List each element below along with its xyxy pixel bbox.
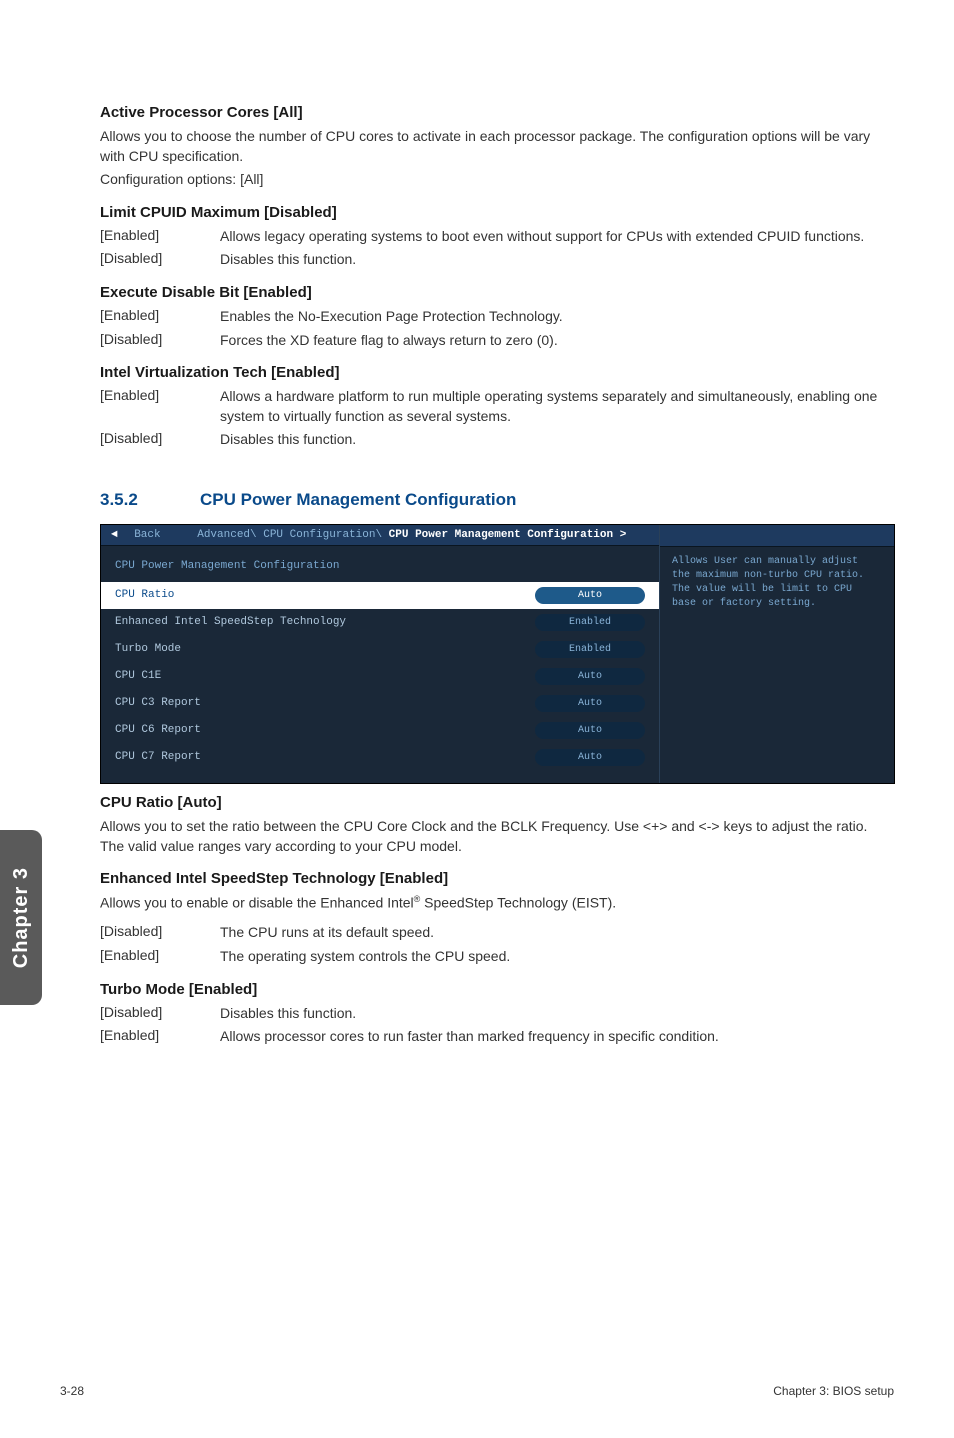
chapter-side-tab: Chapter 3 — [0, 830, 42, 1005]
bios-setting-row[interactable]: CPU C6 ReportAuto — [101, 717, 659, 744]
bios-setting-value[interactable]: Auto — [535, 722, 645, 739]
def-row: [Enabled] Allows processor cores to run … — [100, 1027, 894, 1047]
def-desc: Disables this function. — [220, 250, 894, 270]
footer-chapter-title: Chapter 3: BIOS setup — [773, 1384, 894, 1398]
bios-setting-value[interactable]: Auto — [535, 587, 645, 604]
def-desc: Allows processor cores to run faster tha… — [220, 1027, 894, 1047]
def-term: [Enabled] — [100, 307, 220, 327]
heading-cpu-ratio: CPU Ratio [Auto] — [100, 794, 894, 811]
bios-body: CPU Power Management Configuration CPU R… — [101, 546, 659, 783]
bios-setting-label: Turbo Mode — [115, 643, 535, 655]
bios-setting-label: CPU C1E — [115, 670, 535, 682]
bios-breadcrumb-prefix: Advanced\ CPU Configuration\ — [197, 529, 382, 541]
bios-setting-value[interactable]: Auto — [535, 695, 645, 712]
bios-screenshot: ◄ Back Advanced\ CPU Configuration\ CPU … — [100, 524, 895, 784]
bios-panel-title: CPU Power Management Configuration — [101, 556, 659, 582]
bios-setting-row[interactable]: Enhanced Intel SpeedStep TechnologyEnabl… — [101, 609, 659, 636]
def-term: [Disabled] — [100, 923, 220, 943]
def-desc: The CPU runs at its default speed. — [220, 923, 894, 943]
def-term: [Disabled] — [100, 1004, 220, 1024]
para-active-cores-2: Configuration options: [All] — [100, 170, 894, 190]
bios-setting-row[interactable]: CPU C1EAuto — [101, 663, 659, 690]
para-eist: Allows you to enable or disable the Enha… — [100, 893, 894, 913]
def-row: [Disabled] Disables this function. — [100, 430, 894, 450]
bios-setting-row[interactable]: CPU C7 ReportAuto — [101, 744, 659, 771]
numbered-heading: 3.5.2 CPU Power Management Configuration — [100, 490, 894, 510]
heading-limit-cpuid: Limit CPUID Maximum [Disabled] — [100, 204, 894, 221]
def-row: [Enabled] The operating system controls … — [100, 947, 894, 967]
page-footer: 3-28 Chapter 3: BIOS setup — [0, 1384, 954, 1398]
def-term: [Enabled] — [100, 947, 220, 967]
def-desc: Disables this function. — [220, 1004, 894, 1024]
def-row: [Disabled] Disables this function. — [100, 1004, 894, 1024]
heading-intel-vt: Intel Virtualization Tech [Enabled] — [100, 364, 894, 381]
def-desc: Forces the XD feature flag to always ret… — [220, 331, 894, 351]
bios-setting-row[interactable]: CPU C3 ReportAuto — [101, 690, 659, 717]
bios-left-panel: ◄ Back Advanced\ CPU Configuration\ CPU … — [101, 525, 659, 783]
def-desc: Allows legacy operating systems to boot … — [220, 227, 894, 247]
def-row: [Disabled] The CPU runs at its default s… — [100, 923, 894, 943]
page-number: 3-28 — [60, 1384, 84, 1398]
def-term: [Enabled] — [100, 1027, 220, 1047]
para-cpu-ratio: Allows you to set the ratio between the … — [100, 817, 894, 856]
bios-setting-value[interactable]: Auto — [535, 749, 645, 766]
def-desc: The operating system controls the CPU sp… — [220, 947, 894, 967]
def-desc: Allows a hardware platform to run multip… — [220, 387, 894, 426]
section-title: CPU Power Management Configuration — [200, 490, 516, 510]
chapter-side-tab-text: Chapter 3 — [10, 867, 33, 968]
def-row: [Enabled] Allows a hardware platform to … — [100, 387, 894, 426]
def-term: [Enabled] — [100, 227, 220, 247]
para-active-cores-1: Allows you to choose the number of CPU c… — [100, 127, 894, 166]
bios-right-tabbar — [660, 525, 894, 547]
bios-setting-value[interactable]: Auto — [535, 668, 645, 685]
bios-setting-label: CPU Ratio — [115, 589, 535, 601]
def-term: [Disabled] — [100, 430, 220, 450]
back-arrow-icon[interactable]: ◄ — [111, 529, 124, 541]
bios-back-label[interactable]: Back — [134, 529, 160, 541]
bios-tabbar: ◄ Back Advanced\ CPU Configuration\ CPU … — [101, 525, 659, 546]
heading-execute-disable: Execute Disable Bit [Enabled] — [100, 284, 894, 301]
bios-setting-row[interactable]: Turbo ModeEnabled — [101, 636, 659, 663]
heading-active-cores: Active Processor Cores [All] — [100, 104, 894, 121]
bios-setting-value[interactable]: Enabled — [535, 614, 645, 631]
bios-help-text: Allows User can manually adjust the maxi… — [672, 555, 882, 611]
def-term: [Disabled] — [100, 250, 220, 270]
heading-eist: Enhanced Intel SpeedStep Technology [Ena… — [100, 870, 894, 887]
bios-setting-label: CPU C6 Report — [115, 724, 535, 736]
def-term: [Disabled] — [100, 331, 220, 351]
bios-setting-value[interactable]: Enabled — [535, 641, 645, 658]
bios-setting-label: Enhanced Intel SpeedStep Technology — [115, 616, 535, 628]
def-row: [Disabled] Forces the XD feature flag to… — [100, 331, 894, 351]
bios-breadcrumb-current: CPU Power Management Configuration > — [382, 529, 626, 541]
def-desc: Disables this function. — [220, 430, 894, 450]
bios-setting-label: CPU C3 Report — [115, 697, 535, 709]
def-desc: Enables the No-Execution Page Protection… — [220, 307, 894, 327]
bios-setting-row[interactable]: CPU RatioAuto — [101, 582, 659, 609]
bios-setting-label: CPU C7 Report — [115, 751, 535, 763]
def-row: [Disabled] Disables this function. — [100, 250, 894, 270]
def-row: [Enabled] Enables the No-Execution Page … — [100, 307, 894, 327]
bios-help-panel: Allows User can manually adjust the maxi… — [659, 525, 894, 783]
def-term: [Enabled] — [100, 387, 220, 426]
section-number: 3.5.2 — [100, 490, 200, 510]
heading-turbo-mode: Turbo Mode [Enabled] — [100, 981, 894, 998]
def-row: [Enabled] Allows legacy operating system… — [100, 227, 894, 247]
